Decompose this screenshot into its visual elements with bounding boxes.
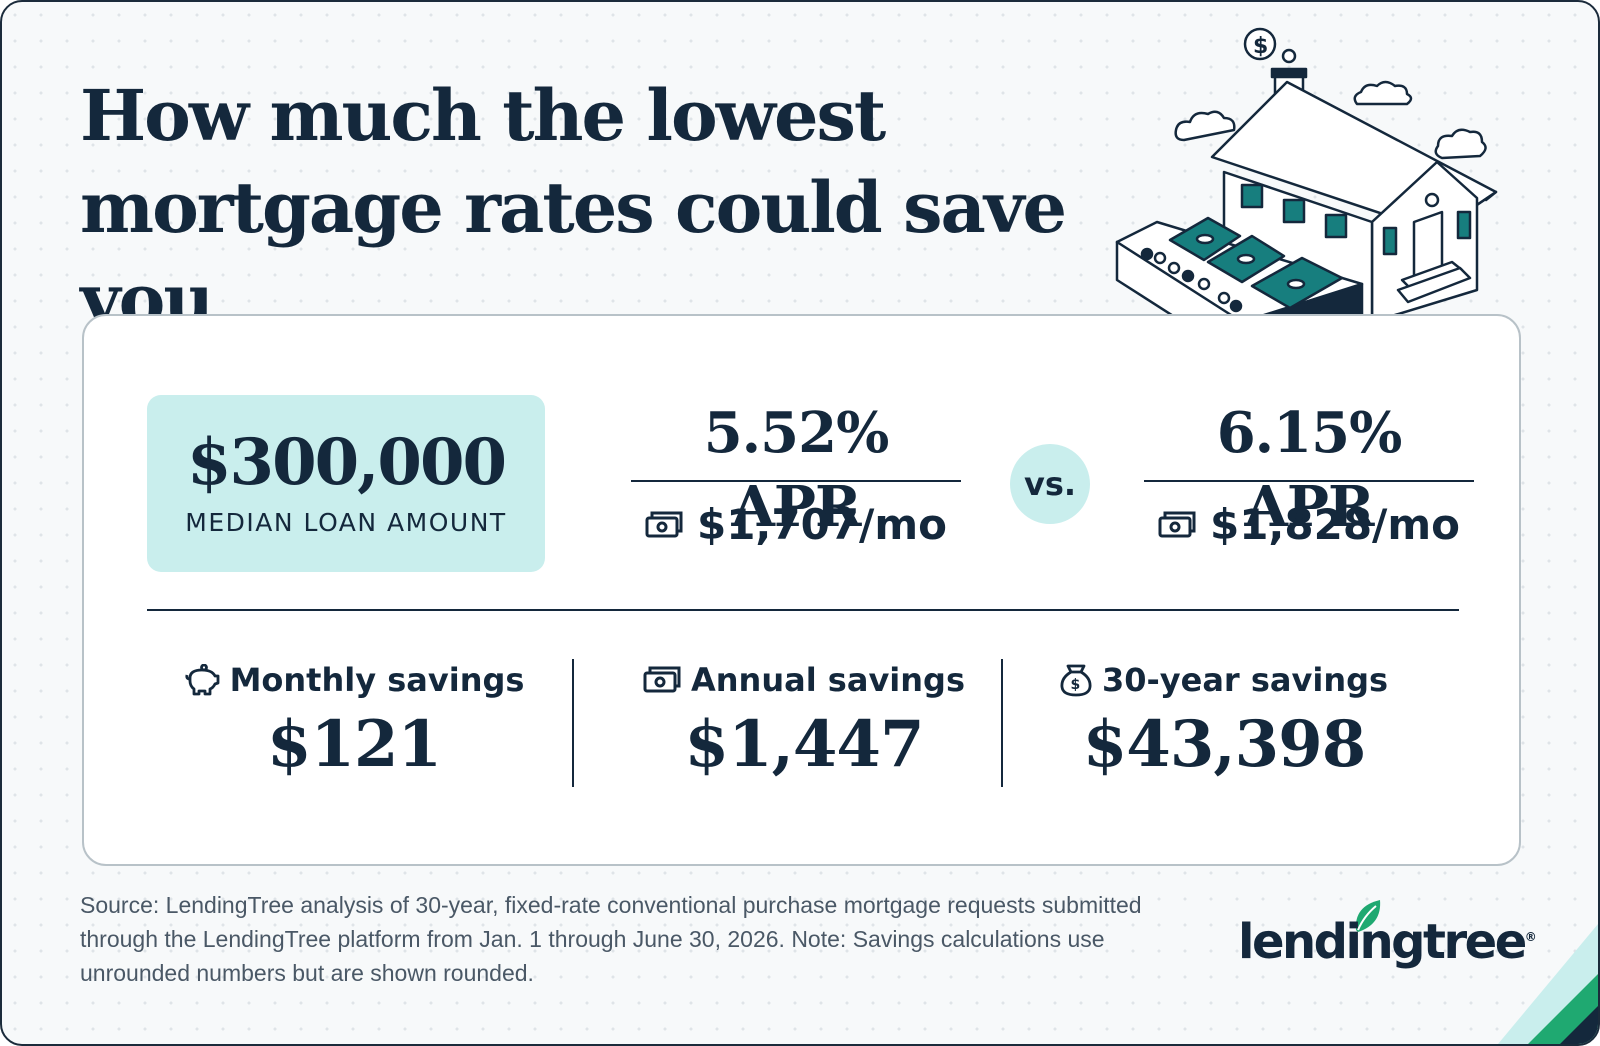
source-note: Source: LendingTree analysis of 30-year,… xyxy=(80,892,1142,986)
money-bag-icon: $ xyxy=(1060,664,1092,697)
corner-stripes xyxy=(1498,924,1598,1044)
svg-text:$: $ xyxy=(1070,677,1080,693)
monthly-payment-value: $1,828/mo xyxy=(1209,500,1461,549)
savings-value: $121 xyxy=(266,707,442,782)
column-divider xyxy=(1001,659,1003,787)
savings-card: $300,000 MEDIAN LOAN AMOUNT 5.52% APR $1… xyxy=(82,314,1521,866)
cash-icon xyxy=(1158,511,1196,537)
leaf-icon xyxy=(1355,900,1381,932)
savings-label: $ 30-year savings xyxy=(1044,661,1404,699)
monthly-payment-value: $1,707/mo xyxy=(696,500,948,549)
cash-icon xyxy=(645,511,683,537)
savings-label: Annual savings xyxy=(614,661,994,699)
logo-text: lendingtree xyxy=(1238,914,1527,970)
annual-savings: Annual savings $1,447 xyxy=(614,661,994,782)
apr-value: 5.52% APR xyxy=(631,396,961,540)
loan-amount: $300,000 xyxy=(187,425,507,500)
savings-value: $43,398 xyxy=(1082,707,1366,782)
thirty-year-savings: $ 30-year savings $43,398 xyxy=(1044,661,1404,782)
page-title: How much the lowest mortgage rates could… xyxy=(80,74,1067,341)
column-divider xyxy=(572,659,574,787)
lendingtree-logo: lendingtree® xyxy=(1238,914,1537,970)
apr-value: 6.15% APR xyxy=(1144,396,1474,540)
svg-text:$: $ xyxy=(1253,34,1268,59)
rate-block-high: 6.15% APR $1,828/mo xyxy=(1144,396,1474,549)
cash-icon xyxy=(643,666,681,693)
piggy-bank-icon xyxy=(184,664,219,696)
rate-block-low: 5.52% APR $1,707/mo xyxy=(631,396,961,549)
savings-label: Monthly savings xyxy=(179,661,529,699)
monthly-payment: $1,828/mo xyxy=(1144,500,1474,549)
savings-value: $1,447 xyxy=(684,707,925,782)
section-divider xyxy=(147,609,1459,611)
loan-amount-label: MEDIAN LOAN AMOUNT xyxy=(185,508,507,537)
vs-badge: vs. xyxy=(1010,444,1090,524)
monthly-savings: Monthly savings $121 xyxy=(179,661,529,782)
loan-amount-box: $300,000 MEDIAN LOAN AMOUNT xyxy=(147,395,545,572)
registered-mark: ® xyxy=(1524,930,1537,944)
monthly-payment: $1,707/mo xyxy=(631,500,961,549)
